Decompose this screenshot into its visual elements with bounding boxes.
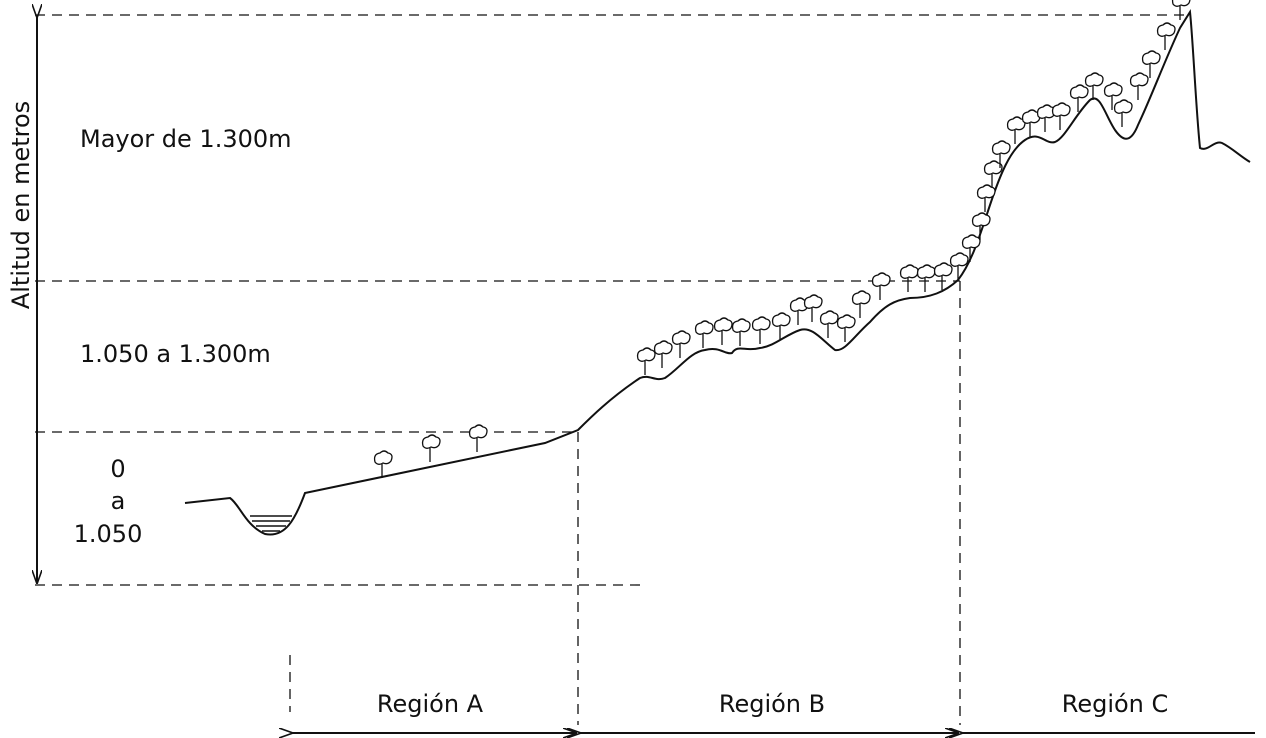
tree [638,348,655,375]
tree [838,315,855,342]
terrain-profile [185,12,1250,535]
region-label: Región A [377,690,484,718]
tree [1086,73,1103,100]
tree [1131,73,1148,100]
trees [375,0,1190,478]
tree [753,317,770,344]
tree [901,265,918,292]
tree [805,295,822,322]
tree [1053,103,1070,130]
tree [918,265,935,292]
tree [423,435,440,462]
tree [696,321,713,348]
tree [470,425,487,452]
tree [733,319,750,346]
terrain-diagram: Altitud en metros Mayor de 1.300m 1.050 … [0,0,1266,738]
zone-label: a [111,487,126,515]
zone-label: 1.050 a 1.300m [80,340,271,368]
zone-label: Mayor de 1.300m [80,125,292,153]
tree [715,318,732,345]
region-label: Región B [719,690,825,718]
zone-label: 1.050 [74,520,143,548]
zone-label: 0 [110,455,125,483]
axis-label: Altitud en metros [7,101,35,309]
region-label: Región C [1062,690,1169,718]
tree [853,291,870,318]
tree [375,451,392,478]
tree [1115,100,1132,127]
tree [1071,85,1088,112]
tree [655,341,672,368]
tree [673,331,690,358]
tree [1143,51,1160,78]
tree [951,253,968,280]
tree [821,311,838,338]
tree [873,273,890,300]
